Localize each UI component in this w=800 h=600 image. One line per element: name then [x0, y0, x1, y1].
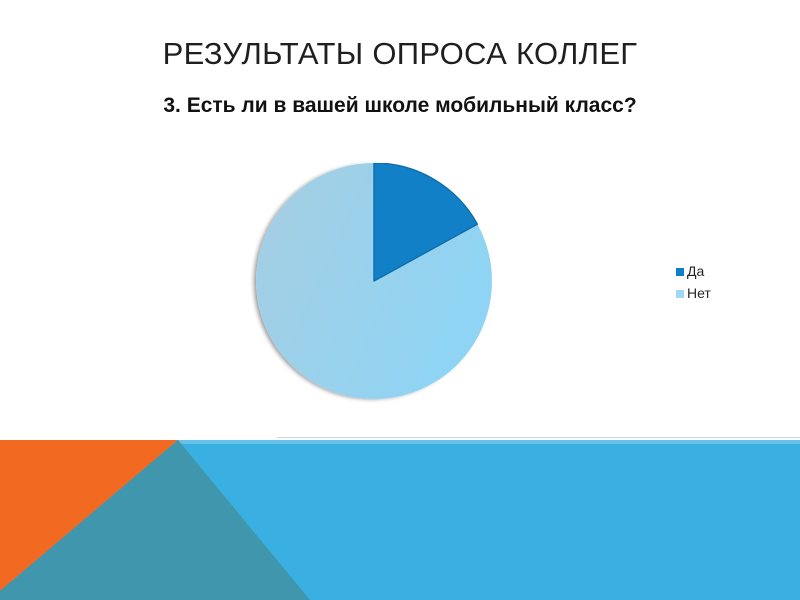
chart-bottom-edge-line	[277, 437, 800, 438]
legend-item-net: Нет	[676, 284, 711, 302]
slide-title: РЕЗУЛЬТАТЫ ОПРОСА КОЛЛЕГ	[162, 36, 638, 71]
legend-label-net: Нет	[687, 285, 711, 301]
legend-item-da: Да	[676, 262, 711, 280]
legend-marker-net-icon	[676, 289, 684, 298]
pie-slice-da	[373, 163, 479, 282]
legend-marker-da-icon	[676, 267, 684, 276]
pie-graphic	[256, 163, 492, 399]
pie-graphic-wrap	[256, 163, 492, 399]
footer-band-highlight	[177, 440, 800, 444]
chart-legend: Да Нет	[676, 262, 711, 302]
chart-title: 3. Есть ли в вашей школе мобильный класс…	[163, 94, 637, 117]
legend-label-da: Да	[687, 263, 705, 279]
